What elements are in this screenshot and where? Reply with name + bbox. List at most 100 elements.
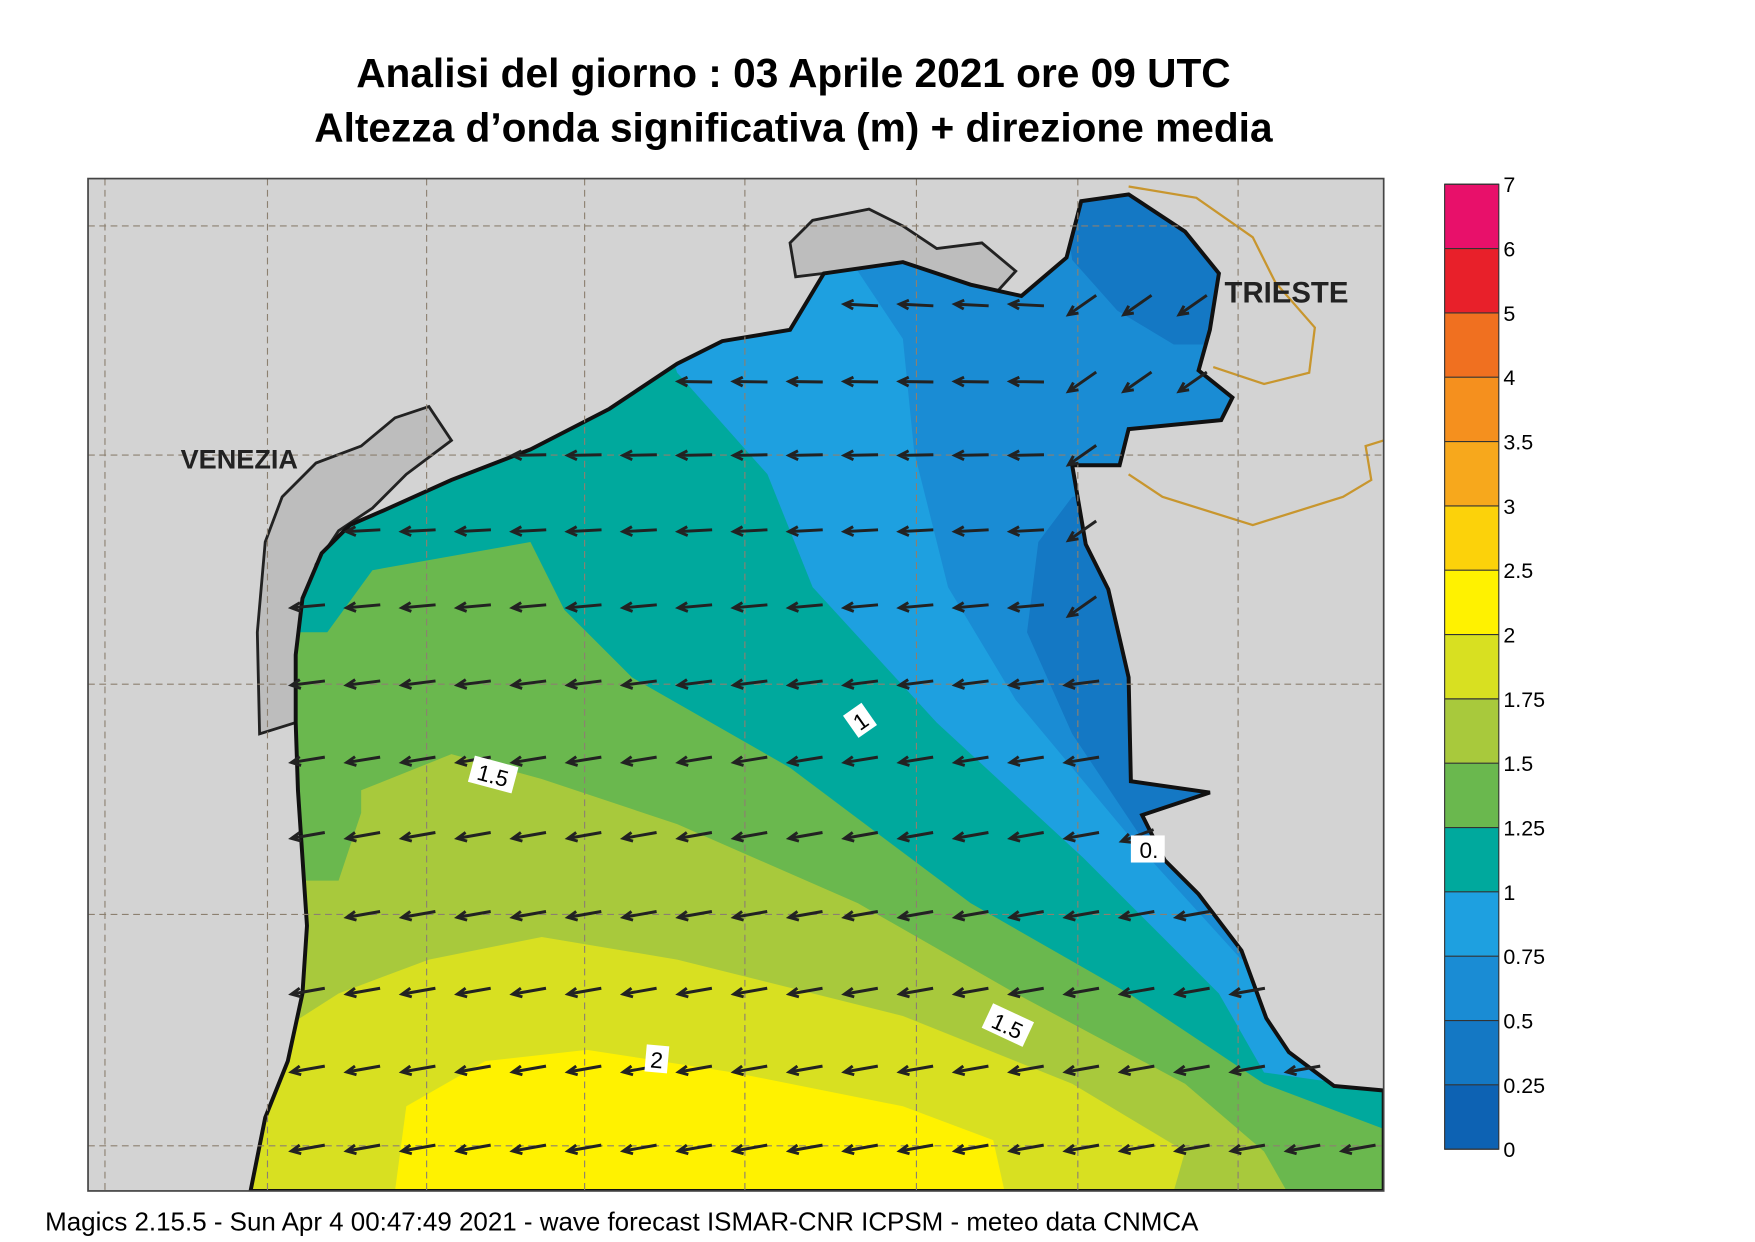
arrow bbox=[343, 1143, 381, 1156]
arrow bbox=[1007, 1064, 1044, 1077]
arrow bbox=[840, 525, 879, 537]
direction-arrows bbox=[287, 294, 1376, 1156]
arrow bbox=[896, 831, 934, 843]
arrow bbox=[951, 298, 989, 311]
arrow bbox=[675, 601, 713, 613]
arrow bbox=[951, 525, 989, 537]
arrow bbox=[1283, 1064, 1321, 1077]
arrow bbox=[841, 1143, 879, 1156]
arrow bbox=[785, 831, 823, 843]
arrow bbox=[951, 601, 989, 613]
arrow bbox=[896, 1143, 934, 1156]
colorbar-segment bbox=[1444, 505, 1499, 571]
arrow bbox=[564, 755, 602, 767]
arrow bbox=[1065, 444, 1098, 467]
arrow bbox=[840, 678, 879, 690]
contour-label-box: 1.5 bbox=[467, 755, 519, 794]
colorbar-label: 2 bbox=[1503, 623, 1515, 647]
arrow bbox=[951, 831, 989, 843]
colorbar-label: 1 bbox=[1503, 881, 1515, 905]
arrow bbox=[564, 601, 602, 613]
arrow bbox=[1062, 755, 1100, 767]
arrow bbox=[619, 601, 657, 613]
arrow bbox=[1065, 370, 1098, 394]
arrow bbox=[1007, 986, 1044, 999]
arrow bbox=[454, 910, 491, 922]
arrow bbox=[785, 449, 823, 461]
arrow bbox=[1172, 986, 1210, 999]
arrow bbox=[454, 1143, 491, 1156]
arrow bbox=[896, 525, 934, 537]
arrow bbox=[730, 375, 768, 388]
title: Analisi del giorno : 03 Aprile 2021 ore … bbox=[356, 50, 1230, 96]
colorbar-segment bbox=[1444, 634, 1499, 699]
arrow bbox=[896, 449, 934, 461]
arrow bbox=[619, 678, 657, 690]
arrow bbox=[398, 525, 436, 537]
zone bbox=[395, 1049, 1005, 1191]
arrow bbox=[1006, 601, 1045, 613]
arrow bbox=[564, 910, 602, 922]
arrow bbox=[398, 601, 436, 613]
arrow bbox=[288, 1143, 326, 1156]
arrow bbox=[343, 1064, 381, 1077]
arrow bbox=[841, 910, 879, 922]
arrow bbox=[509, 910, 547, 922]
arrow bbox=[1065, 595, 1098, 618]
arrow bbox=[730, 601, 768, 613]
arrow bbox=[619, 449, 657, 461]
arrow bbox=[619, 525, 657, 537]
colorbar-label: 6 bbox=[1503, 237, 1515, 261]
arrow bbox=[675, 831, 713, 843]
arrow bbox=[564, 986, 602, 999]
border bbox=[1127, 185, 1384, 527]
arrow bbox=[896, 601, 934, 613]
arrow bbox=[1283, 1143, 1321, 1156]
arrow bbox=[674, 449, 713, 461]
arrow bbox=[453, 525, 492, 537]
arrow bbox=[730, 1064, 768, 1077]
arrow bbox=[951, 910, 989, 922]
colorbar-label: 0.5 bbox=[1503, 1009, 1533, 1033]
arrow bbox=[288, 986, 326, 999]
arrow bbox=[564, 1064, 602, 1077]
arrow bbox=[1228, 1064, 1266, 1077]
arrow bbox=[509, 755, 547, 767]
arrow bbox=[896, 755, 934, 767]
arrow bbox=[564, 449, 602, 461]
arrow bbox=[1117, 1064, 1155, 1077]
arrow bbox=[785, 986, 823, 999]
arrow bbox=[951, 755, 989, 767]
arrow bbox=[398, 1143, 436, 1156]
arrow bbox=[564, 831, 602, 843]
colorbar-segment bbox=[1444, 1020, 1499, 1085]
subtitle: Altezza d’onda significativa (m) + direz… bbox=[314, 104, 1273, 150]
arrow bbox=[1062, 986, 1100, 999]
arrow bbox=[1062, 1064, 1100, 1077]
place-label: VENEZIA bbox=[181, 444, 298, 475]
arrow bbox=[841, 755, 879, 767]
colorbar-label: 4 bbox=[1503, 366, 1515, 390]
arrow bbox=[454, 986, 491, 999]
arrow bbox=[1121, 370, 1153, 394]
colorbar-label: 1.5 bbox=[1503, 752, 1533, 776]
colorbar-label: 0.25 bbox=[1503, 1074, 1545, 1098]
arrow bbox=[1172, 910, 1210, 922]
arrow bbox=[398, 831, 436, 843]
arrow bbox=[674, 525, 713, 537]
arrow bbox=[675, 678, 713, 690]
contour-label-box: 2 bbox=[644, 1044, 670, 1073]
arrow bbox=[896, 1064, 934, 1077]
arrow bbox=[1176, 370, 1208, 394]
arrow bbox=[785, 375, 823, 388]
arrow bbox=[730, 449, 768, 461]
arrow bbox=[841, 986, 879, 999]
arrow bbox=[674, 375, 713, 388]
contour-label: 0. bbox=[1140, 838, 1159, 863]
arrow bbox=[509, 986, 547, 999]
arrow bbox=[785, 601, 823, 613]
arrow bbox=[564, 525, 602, 537]
arrow bbox=[951, 1064, 989, 1077]
